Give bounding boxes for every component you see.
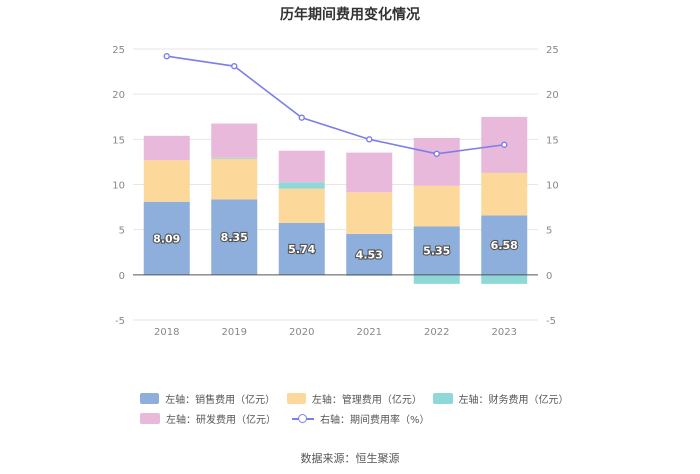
rate-point-2018 [163, 53, 170, 60]
bar-segment-s2-2020 [278, 182, 325, 189]
bar-segment-s3-2021 [346, 152, 393, 193]
x-tick-label-2023: 2023 [492, 327, 517, 338]
bar-segment-s1-2023 [481, 172, 528, 216]
data-source: 数据来源：恒生聚源 [300, 452, 400, 465]
x-tick-label-2022: 2022 [424, 327, 449, 338]
bar-segment-s0-2019 [211, 199, 258, 275]
legend-item-admin[interactable]: 左轴：管理费用（亿元） [286, 391, 422, 406]
rate-point-2020 [298, 114, 305, 121]
rate-point-2023 [501, 141, 508, 148]
legend-label-rnd: 左轴：研发费用（亿元） [166, 414, 276, 426]
bar-segment-s1-2019 [211, 158, 258, 200]
y-right-tick-label: 25 [546, 45, 559, 56]
x-tick-label-2018: 2018 [154, 327, 179, 338]
y-left-tick-label: -5 [115, 316, 125, 327]
bar-segment-s0-2023 [481, 215, 528, 275]
bar-segment-s1-2021 [346, 192, 393, 234]
data-label-sales-2022: 5.35 [423, 245, 450, 258]
data-label-sales-2023: 6.58 [491, 239, 518, 252]
legend-swatch-rnd [140, 412, 160, 424]
bar-segment-s2-2022 [413, 274, 460, 284]
legend-swatch-sales [140, 392, 160, 404]
bar-segment-s1-2018 [143, 160, 190, 202]
y-right-tick-label: 10 [546, 181, 559, 192]
bar-segment-s0-2020 [278, 222, 325, 275]
x-tick-label-2021: 2021 [357, 327, 382, 338]
y-left-tick-label: 10 [112, 181, 125, 192]
legend-label-finance: 左轴：财务费用（亿元） [458, 394, 569, 406]
legend-swatch-finance [433, 392, 453, 404]
bar-segment-s3-2019 [211, 123, 258, 158]
legend-item-rnd[interactable]: 左轴：研发费用（亿元） [140, 411, 276, 426]
legend-swatch-admin [286, 392, 306, 404]
bar-segment-s0-2018 [143, 201, 190, 275]
rate-point-2022 [433, 150, 440, 157]
y-left-tick-label: 15 [112, 135, 125, 146]
bar-segment-s2-2023 [481, 274, 528, 284]
legend-label-rate: 右轴：期间费用率（%） [320, 414, 430, 426]
y-left-tick-label: 5 [119, 226, 125, 237]
bar-segment-s3-2020 [278, 150, 325, 183]
chart-title: 历年期间费用变化情况 [280, 7, 420, 23]
data-label-sales-2019: 8.35 [221, 231, 248, 244]
bar-segment-s3-2022 [413, 137, 460, 186]
legend-label-admin: 左轴：管理费用（亿元） [311, 394, 422, 406]
y-left-tick-label: 25 [112, 45, 125, 56]
rate-point-2021 [366, 136, 373, 143]
legend-label-sales: 左轴：销售费用（亿元） [165, 394, 276, 406]
y-left-tick-label: 0 [119, 271, 125, 282]
rate-point-2019 [231, 62, 238, 70]
y-right-tick-label: -5 [546, 316, 556, 327]
data-label-sales-2020: 5.74 [288, 243, 315, 256]
rate-line [166, 55, 505, 155]
chart-legend: 左轴：销售费用（亿元） 左轴：管理费用（亿元） 左轴：财务费用（亿元） 左轴：研… [140, 388, 580, 428]
bar-segment-s0-2021 [346, 233, 393, 275]
bar-segment-s0-2022 [413, 226, 460, 275]
legend-item-rate[interactable]: 右轴：期间费用率（%） [292, 411, 430, 426]
y-right-tick-label: 0 [546, 271, 552, 282]
bar-segment-s1-2020 [278, 188, 325, 223]
legend-item-finance[interactable]: 左轴：财务费用（亿元） [433, 391, 569, 406]
data-label-sales-2021: 4.53 [356, 248, 383, 261]
bar-segment-s2-2019 [211, 157, 258, 159]
y-right-tick-label: 20 [546, 90, 559, 101]
bar-segment-s1-2022 [413, 185, 460, 227]
y-right-tick-label: 15 [546, 135, 559, 146]
bar-segment-s3-2018 [143, 135, 190, 161]
x-tick-label-2020: 2020 [289, 327, 314, 338]
y-right-tick-label: 5 [546, 226, 552, 237]
x-tick-label-2019: 2019 [222, 327, 247, 338]
legend-swatch-rate [292, 413, 314, 424]
legend-item-sales[interactable]: 左轴：销售费用（亿元） [140, 391, 276, 406]
y-left-tick-label: 20 [112, 90, 125, 101]
data-label-sales-2018: 8.09 [153, 232, 180, 245]
